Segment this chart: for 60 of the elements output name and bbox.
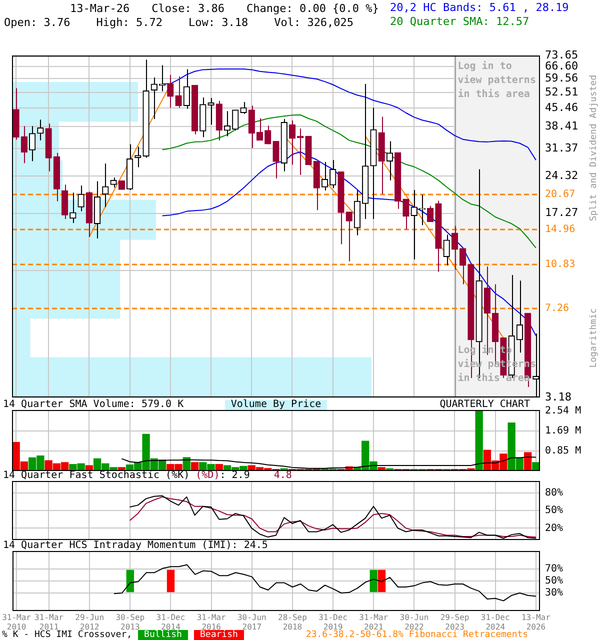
x-tick-label: 31-Dec 2014 (156, 612, 186, 632)
y-axis-title: Split and Dividend Adjusted (589, 74, 599, 222)
x-tick-label: 31-Mar 2016 (196, 612, 226, 632)
annotation: 4.8 (274, 470, 292, 481)
x-tick-label: 30-Jun 2017 (237, 612, 267, 632)
y-tick-label: 0.85 M (545, 445, 582, 456)
x-tick-label: 31-Dec 2019 (318, 612, 348, 632)
y-tick-label: 70% (545, 564, 564, 575)
x-tick-label: 29-Jun 2012 (75, 612, 104, 632)
text: Bearish (194, 630, 244, 640)
y-tick-label: 30% (545, 588, 564, 599)
y-tick-label: 50% (545, 505, 564, 516)
y-tick-label: 24.32 (545, 168, 578, 182)
text: Close: 3.86 (152, 2, 224, 15)
text: Open: 3.76 (4, 16, 70, 29)
text: Logarithmic (589, 308, 599, 368)
chart-title: 14 Quarter Fast Stochastic (%K) (3, 470, 190, 481)
y-tick-label: 80% (545, 487, 564, 498)
ref-line-label: 10.83 (545, 259, 576, 270)
text: Vol: 326,025 (274, 16, 354, 29)
text: Low: 3.18 (188, 16, 248, 29)
y-tick-label: 20% (545, 522, 564, 534)
x-tick-label: 30-Jun 2022 (400, 612, 429, 632)
annotation: QUARTERLY CHART (440, 399, 530, 410)
y-tick-label: 45.46 (545, 100, 578, 114)
y-tick-label: 17.27 (545, 206, 578, 220)
y-tick-label: 66.60 (545, 59, 578, 72)
x-tick-label: 31-Mar 2021 (359, 612, 388, 632)
x-tick-label: 30-Sep 2013 (116, 612, 145, 632)
series-label: Volume By Price (224, 399, 328, 410)
legend-title: % K - HCS IMI Crossover, (2, 630, 132, 640)
y-tick-label: 59.56 (545, 72, 578, 85)
text: 23.6-38.2-50-61.8% Fibonacci Retracements (306, 630, 528, 640)
text: High: 5.72 (96, 16, 162, 29)
text: Change: 0.00 {0.0 %} (246, 2, 379, 15)
text: 20,2 HC Bands: 5.61 , 28.19 (390, 1, 569, 14)
x-tick-label: 29-Sep 2023 (440, 612, 470, 632)
y-tick-label: 73.65 (545, 48, 578, 62)
ref-line-label: 14.96 (545, 224, 576, 236)
text: (%D) (196, 470, 220, 481)
y-tick-label: 3.18 (545, 390, 572, 404)
x-tick-label: 28-Sep 2018 (278, 612, 308, 632)
text: Bullish (138, 630, 188, 640)
x-tick-label: 13-Mar 2026 (521, 612, 551, 632)
y-tick-label: 52.51 (545, 85, 578, 98)
ref-line-label: 7.26 (545, 303, 570, 314)
x-tick-label: 31-Dec 2024 (480, 612, 510, 632)
y-tick-label: 31.37 (545, 141, 578, 154)
y-tick-label: 50% (545, 576, 564, 587)
ref-line-label: 20.67 (545, 189, 576, 200)
chart-title: 14 Quarter SMA Volume: 579.0 K (3, 399, 184, 410)
chart-title: 14 Quarter HCS Intraday Momentum (IMI): 24.5 (3, 540, 268, 551)
x-tick-label: 31-Mar 2010 (2, 612, 32, 632)
y-tick-label: 2.54 M (545, 405, 582, 416)
y-tick-label: 38.41 (545, 119, 578, 132)
band-label: Log in to view patterns in this area (458, 60, 536, 100)
x-tick-label: 31-Mar 2011 (34, 612, 64, 632)
text: 20 Quarter SMA: 12.57 (390, 15, 530, 28)
y-tick-label: 1.69 M (545, 425, 582, 436)
text: 13-Mar-26 (70, 2, 130, 15)
